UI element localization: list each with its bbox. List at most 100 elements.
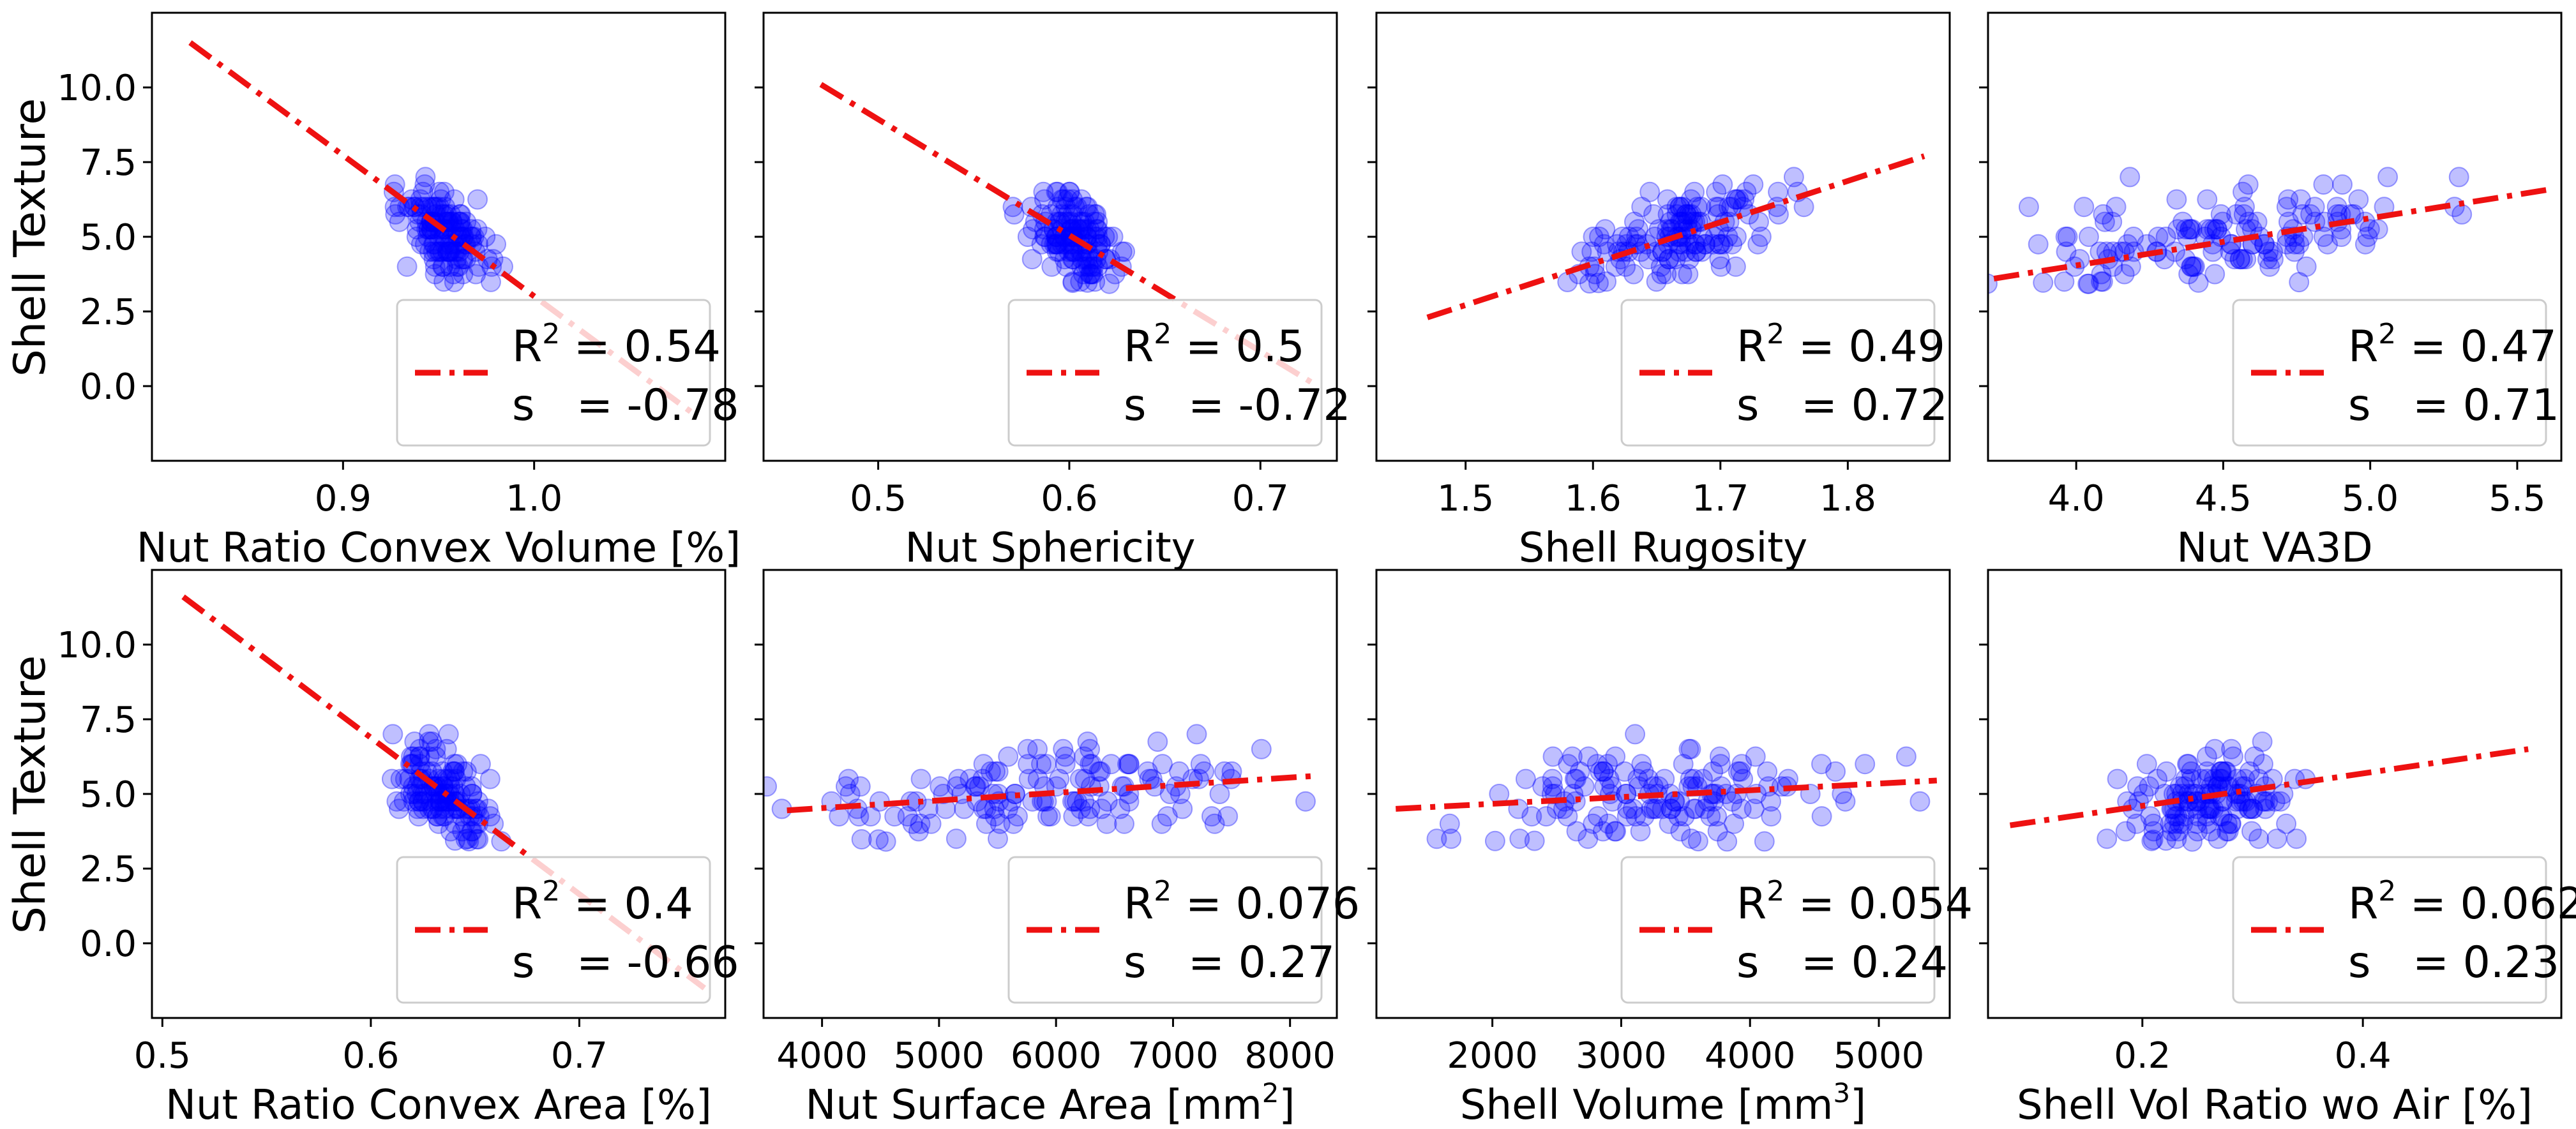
data-point [2184,256,2205,277]
data-point [1557,806,1578,827]
subplot-8: 0.2 0.4 Shell Vol Ratio wo Air [%] R2 = 0.0… [1979,569,2576,1129]
legend-s-value: = 0.72 [1787,380,1948,431]
data-point [463,227,485,247]
data-point [1053,189,1074,210]
data-point [1051,234,1073,255]
data-point [2181,256,2202,277]
data-point [2258,241,2279,262]
legend-r2-value: = 0.49 [1784,322,1945,372]
data-point [2255,798,2276,819]
data-point [1724,813,1745,834]
data-point [433,181,455,202]
data-point [2216,761,2237,782]
data-point [930,776,951,797]
x-tick-label: 0.5 [850,478,907,520]
data-point [1592,821,1613,842]
x-tick-label: 8000 [1244,1035,1336,1077]
data-point [1659,249,1679,270]
data-point [1618,227,1639,247]
data-point [427,806,448,827]
data-point [1702,234,1723,255]
data-point [444,271,465,292]
data-point [412,784,433,804]
data-point [1565,768,1586,789]
data-point [1651,264,1672,285]
data-point [1695,234,1715,255]
data-point [1630,821,1651,842]
data-point [444,241,465,262]
data-point [2357,227,2378,247]
scatter-points [381,724,512,852]
data-point [423,241,444,262]
data-point [1034,227,1055,247]
data-point [1676,204,1697,225]
data-point [1557,271,1578,292]
data-point [1057,189,1078,210]
data-point [1679,249,1699,270]
legend-r2-value: = 0.54 [560,322,721,372]
legend-s-line: s = -0.66 [512,938,739,988]
data-point [1691,241,1712,262]
data-point [1708,197,1729,218]
data-point [1484,830,1505,851]
data-point [1671,264,1692,285]
legend-box [396,299,711,447]
data-point [414,784,435,804]
data-point [395,768,416,789]
data-point [425,746,446,767]
data-point [446,768,467,789]
data-point [2224,249,2245,270]
data-point [2292,204,2313,225]
data-point [1622,798,1643,819]
data-point [1071,219,1092,240]
x-axis-label-superscript: 3 [1833,1077,1850,1109]
data-point [1749,211,1769,232]
legend-s-label: s [1736,380,1759,431]
data-point [1080,738,1101,759]
data-point [1683,798,1705,819]
data-point [2197,813,2218,834]
data-point [2238,798,2259,819]
data-point [2254,234,2275,255]
data-point [2208,828,2229,849]
data-point [1080,264,1101,285]
data-point [2239,761,2260,782]
data-point [2266,828,2287,849]
legend-r2-superscript: 2 [2378,318,2396,350]
data-point [393,791,414,812]
data-point [2155,227,2176,247]
subplot-1: 0.9 1.0 0.0 2.5 5.0 7.5 10.0 Nut Ratio Convex V… [57,11,741,572]
data-point [2254,791,2275,812]
x-tick-label: 6000 [1011,1035,1102,1077]
data-point [386,791,407,812]
data-point [1088,761,1110,782]
data-point [1081,754,1102,775]
data-point [1111,241,1133,262]
data-point [1542,746,1563,767]
data-point [1071,256,1092,277]
data-point [448,211,469,232]
data-point [1062,249,1083,270]
data-point [1059,181,1080,202]
x-tick-label: 0.6 [1041,478,1097,520]
data-point [2181,761,2202,782]
data-point [2242,798,2263,819]
data-point [2236,791,2257,812]
legend: R2 = 0.49 s = 0.72 [1620,299,1948,447]
data-point [1743,174,1764,195]
data-point [2187,798,2207,819]
data-point [467,189,488,210]
x-tick-label: 4.5 [2195,478,2252,520]
data-point [418,731,439,752]
x-tick-label: 5.5 [2489,478,2545,520]
data-point [2077,273,2098,294]
data-point [1562,746,1583,767]
data-point [1439,813,1460,834]
data-point [1036,754,1057,775]
data-point [2165,806,2185,827]
data-point [426,241,447,262]
data-point [2174,776,2195,797]
data-point [1217,806,1239,827]
data-point [2169,776,2190,797]
data-point [1736,181,1757,202]
